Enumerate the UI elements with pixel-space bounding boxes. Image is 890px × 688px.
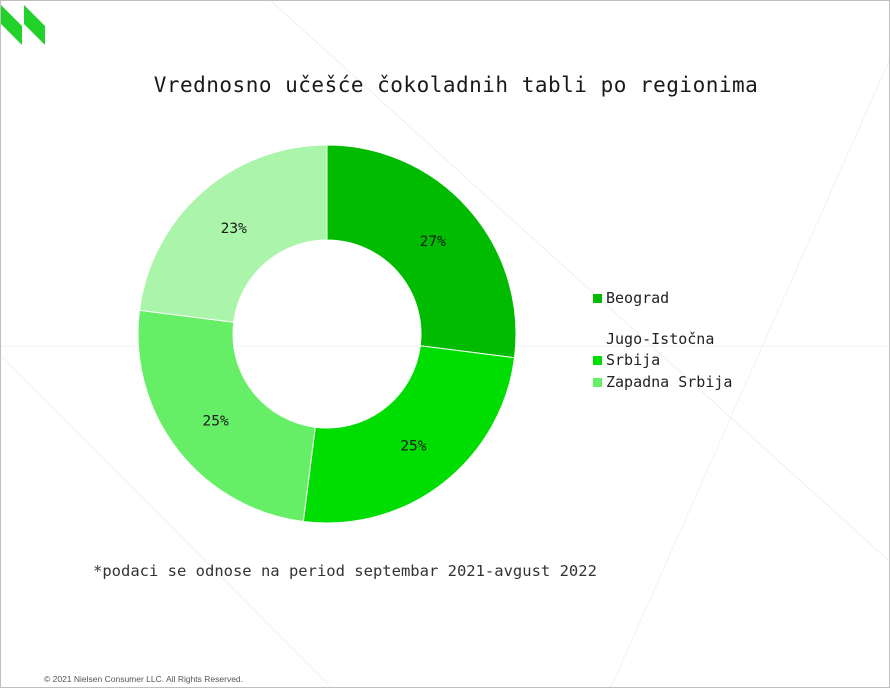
- data-label-3: 25%: [202, 413, 228, 429]
- legend-label: Zapadna Srbija: [606, 373, 733, 391]
- chart-title: Vrednosno učešće čokoladnih tabli po reg…: [153, 73, 759, 97]
- donut-slice-3: [137, 309, 316, 523]
- footnote: *podaci se odnose na period septembar 20…: [93, 562, 597, 580]
- donut-slice-4: [138, 144, 328, 323]
- donut-slice-1: [326, 144, 517, 359]
- data-label-4: 23%: [221, 221, 247, 237]
- legend-label: Beograd: [606, 289, 670, 307]
- nielsen-logo: [1, 5, 45, 45]
- data-label-1: 27%: [420, 234, 446, 250]
- legend-item-1: Beograd: [593, 288, 669, 309]
- legend-item-2: Jugo-Istočna Srbija: [593, 329, 746, 371]
- copyright-notice: © 2021 Nielsen Consumer LLC. All Rights …: [44, 674, 244, 684]
- legend-label: Jugo-Istočna Srbija: [606, 330, 715, 369]
- donut-slice-2: [302, 345, 516, 524]
- legend-swatch: [593, 294, 602, 303]
- legend-item-3: Zapadna Srbija: [593, 372, 732, 393]
- legend-swatch: [593, 356, 602, 365]
- legend-swatch: [593, 378, 602, 387]
- data-label-2: 25%: [400, 438, 426, 454]
